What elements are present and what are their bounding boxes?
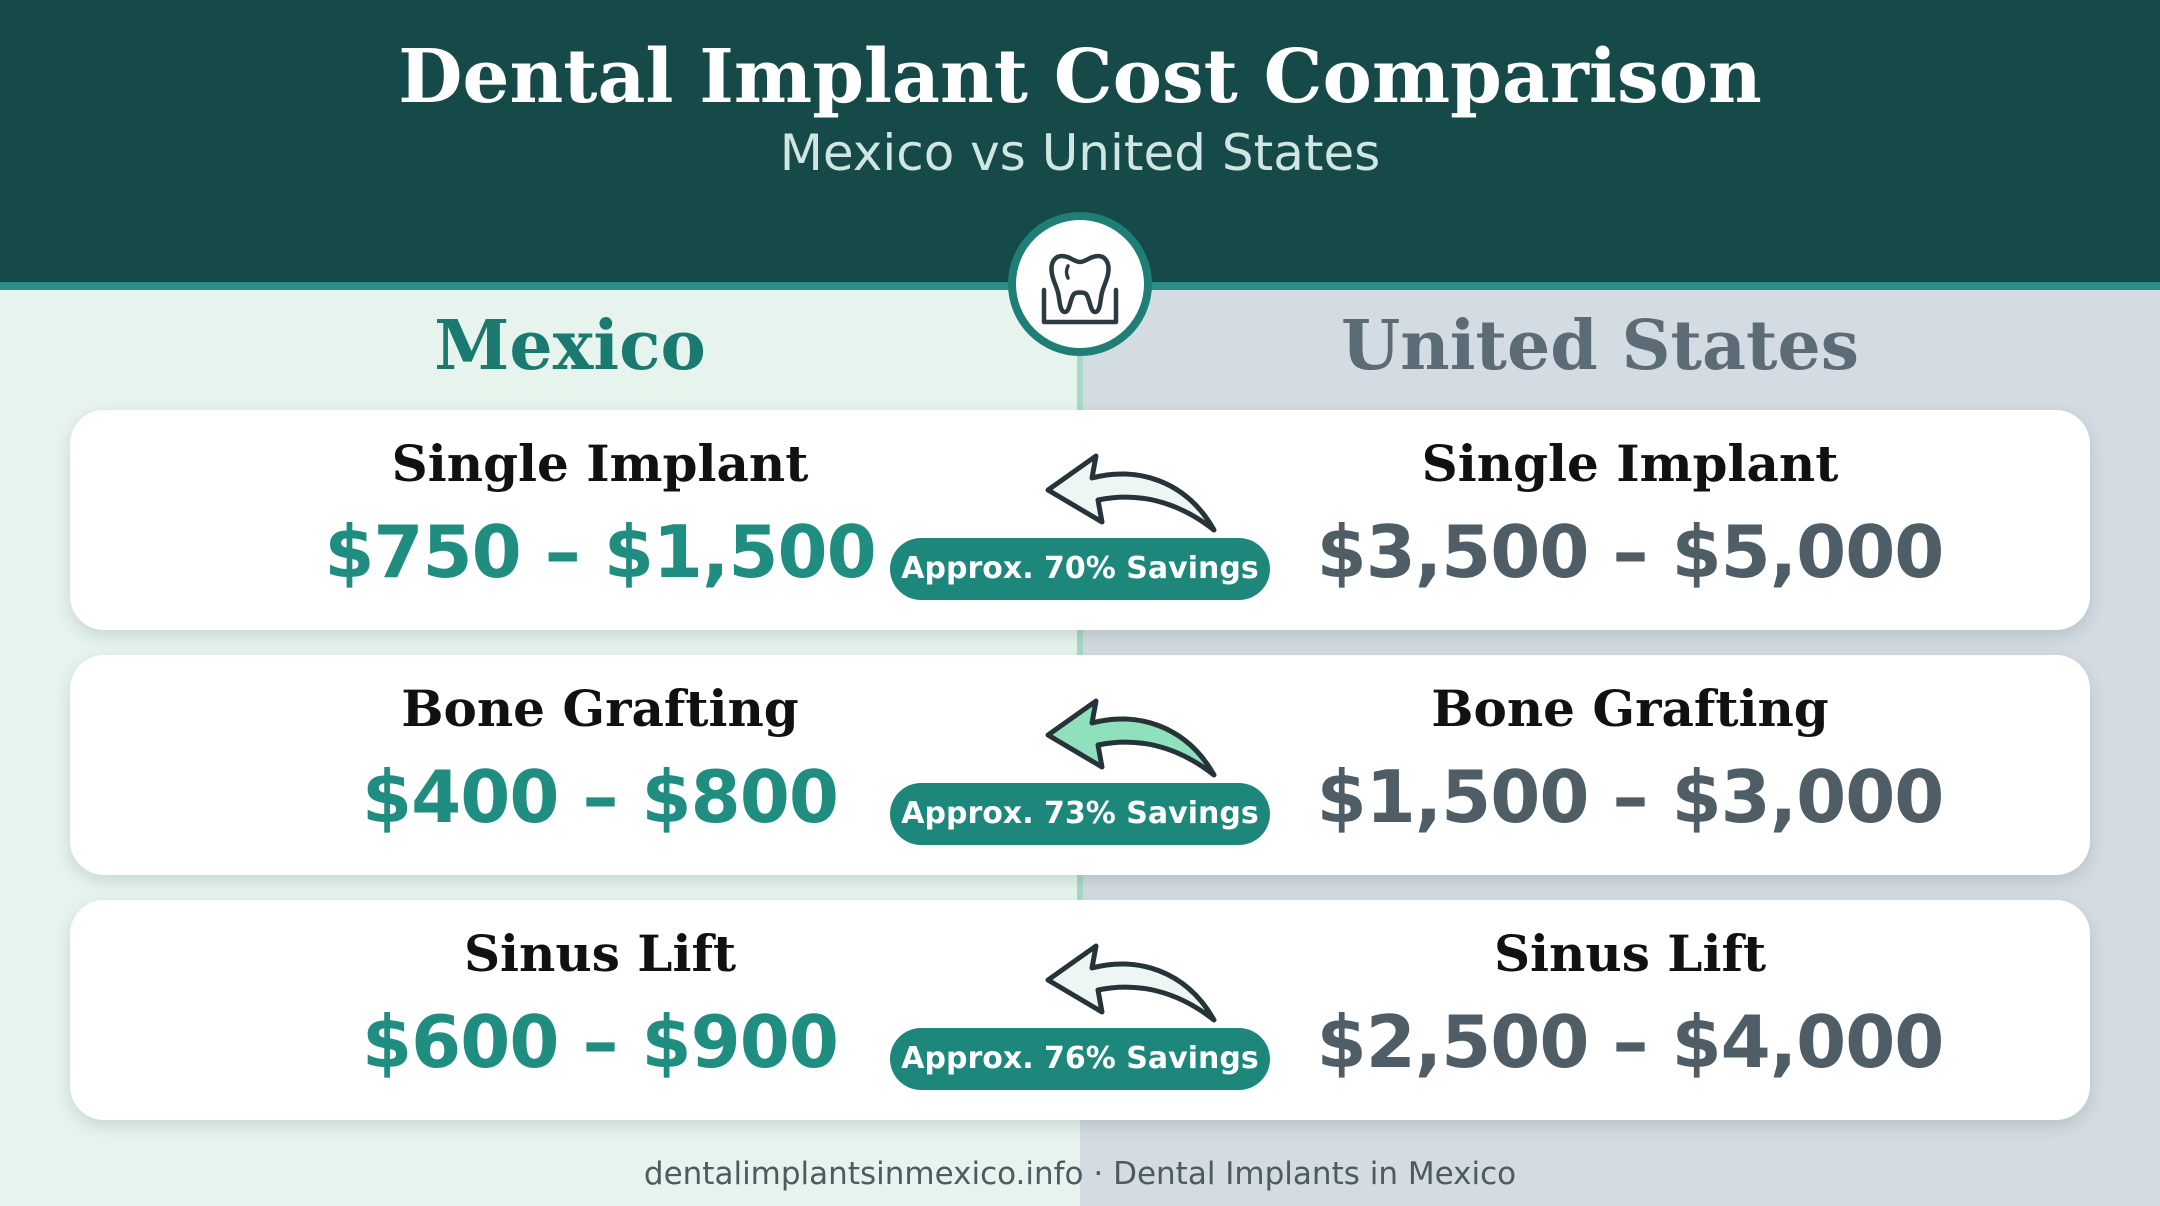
us-price: $1,500 – $3,000 bbox=[1316, 755, 1945, 839]
procedure-name: Sinus Lift bbox=[1493, 924, 1767, 983]
footer-source: dentalimplantsinmexico.info · Dental Imp… bbox=[643, 1156, 1517, 1192]
procedure-name: Bone Grafting bbox=[401, 679, 799, 738]
curved-arrow-left-icon bbox=[1045, 943, 1217, 1023]
savings-badge: Approx. 76% Savings bbox=[890, 1028, 1270, 1090]
mexico-heading: Mexico bbox=[434, 306, 706, 386]
page-subtitle: Mexico vs United States bbox=[779, 124, 1381, 182]
mexico-cost-cell: Sinus Lift $600 – $900 bbox=[250, 900, 950, 1120]
us-cost-cell: Bone Grafting $1,500 – $3,000 bbox=[1280, 655, 1980, 875]
us-heading: United States bbox=[1340, 306, 1859, 386]
comparison-card: Bone Grafting $400 – $800 Bone Grafting … bbox=[70, 655, 2090, 875]
mexico-price: $400 – $800 bbox=[362, 755, 839, 839]
procedure-name: Sinus Lift bbox=[463, 924, 737, 983]
mexico-cost-cell: Bone Grafting $400 – $800 bbox=[250, 655, 950, 875]
us-price: $3,500 – $5,000 bbox=[1316, 510, 1945, 594]
mexico-price: $600 – $900 bbox=[362, 1000, 839, 1084]
procedure-name: Single Implant bbox=[1421, 434, 1839, 493]
us-cost-cell: Sinus Lift $2,500 – $4,000 bbox=[1280, 900, 1980, 1120]
comparison-card: Sinus Lift $600 – $900 Sinus Lift $2,500… bbox=[70, 900, 2090, 1120]
tooth-badge bbox=[1008, 212, 1152, 356]
mexico-cost-cell: Single Implant $750 – $1,500 bbox=[250, 410, 950, 630]
curved-arrow-left-icon bbox=[1045, 698, 1217, 778]
savings-badge: Approx. 70% Savings bbox=[890, 538, 1270, 600]
mexico-price: $750 – $1,500 bbox=[324, 510, 876, 594]
page-title: Dental Implant Cost Comparison bbox=[398, 34, 1762, 120]
procedure-name: Bone Grafting bbox=[1431, 679, 1829, 738]
comparison-card: Single Implant $750 – $1,500 Single Impl… bbox=[70, 410, 2090, 630]
us-price: $2,500 – $4,000 bbox=[1316, 1000, 1945, 1084]
curved-arrow-left-icon bbox=[1045, 453, 1217, 533]
tooth-icon bbox=[1041, 253, 1119, 325]
us-cost-cell: Single Implant $3,500 – $5,000 bbox=[1280, 410, 1980, 630]
procedure-name: Single Implant bbox=[391, 434, 809, 493]
savings-badge: Approx. 73% Savings bbox=[890, 783, 1270, 845]
